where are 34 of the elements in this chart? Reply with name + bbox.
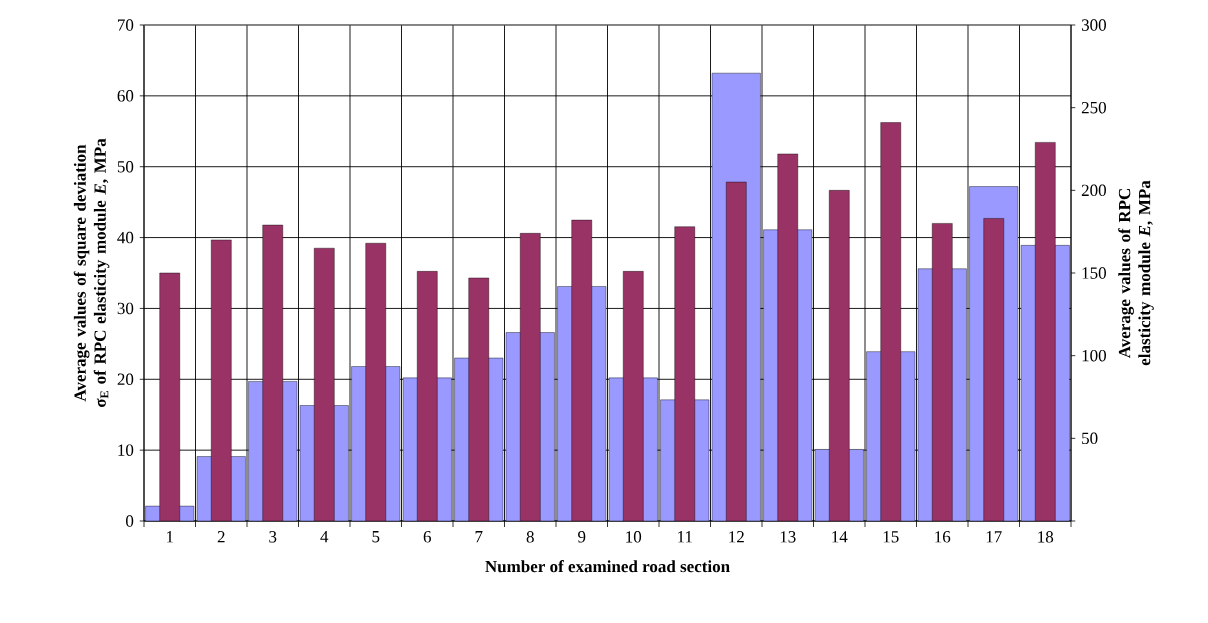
x-tick-label: 12 xyxy=(729,531,744,543)
bar xyxy=(726,181,747,521)
x-axis-title: Number of examined road section xyxy=(485,560,730,573)
y2-tick-label: 50 xyxy=(1082,432,1098,445)
x-tick-label: 2 xyxy=(217,531,225,543)
x-tick-label: 11 xyxy=(678,531,692,543)
x-tick-label: 9 xyxy=(578,531,586,543)
x-tick-label: 1 xyxy=(167,531,173,543)
x-tick-label: 17 xyxy=(986,531,1002,543)
x-tick-label: 4 xyxy=(320,531,329,543)
x-tick-label: 18 xyxy=(1038,531,1054,543)
x-tick-label: 16 xyxy=(935,531,951,543)
y-tick-label: 30 xyxy=(117,302,134,315)
x-tick-label: 14 xyxy=(832,531,848,543)
x-tick-label: 8 xyxy=(526,531,534,543)
y-tick-label: 40 xyxy=(117,231,134,244)
y-tick-label: 50 xyxy=(117,160,134,173)
x-tick-label: 7 xyxy=(475,531,483,543)
y-tick-label: 60 xyxy=(117,90,134,102)
x-tick-label: 13 xyxy=(780,531,796,543)
y-tick-label: 20 xyxy=(117,373,134,386)
y2-tick-label: 250 xyxy=(1081,101,1106,114)
y-tick-label: 10 xyxy=(118,444,134,456)
y-tick-label: 70 xyxy=(118,19,134,31)
y2-tick-label: 300 xyxy=(1081,19,1106,31)
x-tick-label: 15 xyxy=(883,531,899,543)
x-tick-label: 10 xyxy=(626,531,642,543)
y2-tick-label: 100 xyxy=(1082,349,1106,362)
y2-tick-label: 150 xyxy=(1082,267,1106,279)
y2-tick-label: 200 xyxy=(1081,184,1106,197)
x-tick-label: 3 xyxy=(269,531,277,543)
x-tick-label: 5 xyxy=(372,531,380,543)
x-tick-label: 6 xyxy=(423,531,432,543)
y-tick-label: 0 xyxy=(126,515,134,527)
